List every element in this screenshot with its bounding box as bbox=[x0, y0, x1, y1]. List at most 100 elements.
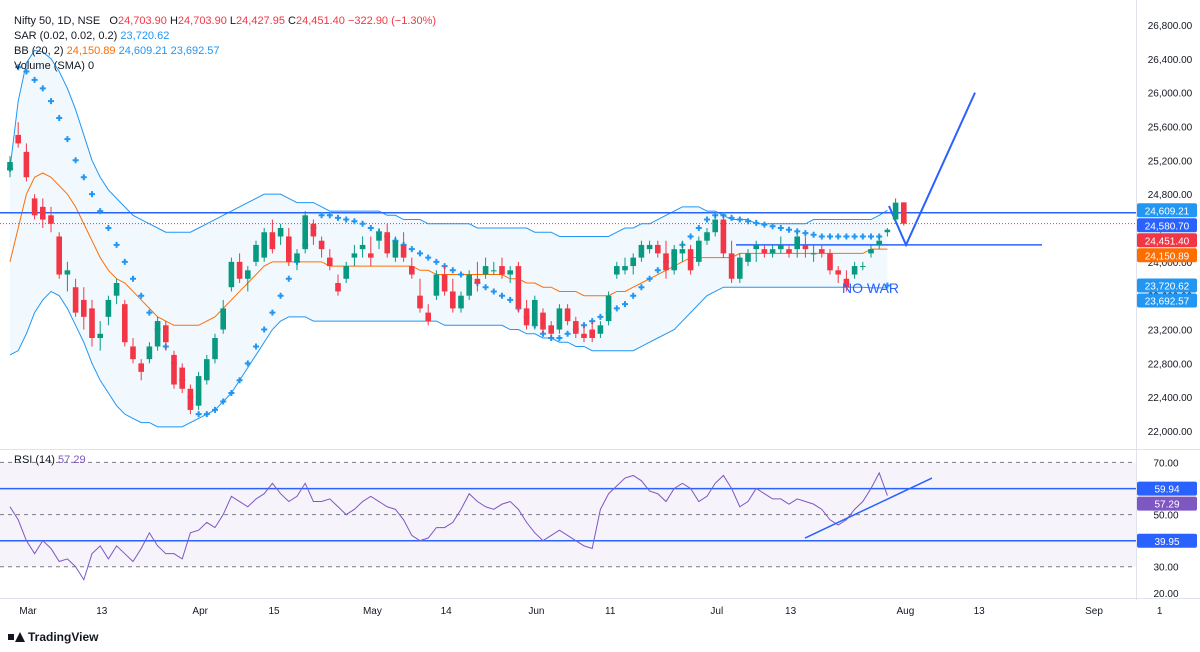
price-tag-box bbox=[1137, 203, 1197, 218]
high-label: H bbox=[169, 15, 178, 27]
time-axis[interactable]: Mar 13 Apr 15 May 14 Jun 11 Jul 13 Aug 13 Sep 1 bbox=[19, 606, 1162, 617]
sar-point bbox=[786, 226, 792, 233]
sar-point bbox=[753, 219, 760, 226]
sar-point bbox=[638, 284, 645, 291]
candle-body bbox=[499, 266, 505, 275]
symbol-label[interactable]: Nifty 50, 1D, NSE bbox=[14, 15, 101, 27]
candle-body bbox=[819, 249, 825, 254]
candle-body bbox=[491, 270, 497, 272]
rsi-axis[interactable]: 20.00 30.00 50.00 70.00 59.94 57.29 39.95 bbox=[1137, 458, 1197, 600]
open-label: O bbox=[109, 15, 118, 27]
candle bbox=[696, 236, 702, 267]
candle bbox=[97, 321, 103, 351]
sar-point bbox=[884, 282, 891, 289]
candle-body bbox=[450, 291, 456, 309]
sar-point bbox=[89, 191, 95, 198]
candle-body bbox=[876, 240, 882, 245]
drawing-tools[interactable] bbox=[0, 92, 1136, 248]
candle-body bbox=[663, 253, 669, 271]
legend-sar[interactable]: SAR (0.02, 0.02, 0.2) 23,720.62 bbox=[14, 29, 436, 44]
candle bbox=[540, 308, 546, 334]
sar-point bbox=[343, 216, 350, 223]
candle-body bbox=[589, 329, 595, 338]
candle-body bbox=[40, 206, 46, 220]
candle-body bbox=[97, 333, 103, 338]
candle-body bbox=[400, 244, 407, 258]
sar-point bbox=[326, 212, 333, 219]
candle-body bbox=[31, 198, 38, 216]
price-tag: 24,609.21 bbox=[1137, 203, 1197, 218]
candle-body bbox=[843, 278, 850, 288]
time-tick-label: 13 bbox=[96, 606, 108, 617]
candle-body bbox=[228, 261, 235, 288]
tradingview-logo[interactable]: TradingView bbox=[8, 630, 98, 644]
legend-ohlc: Nifty 50, 1D, NSE O24,703.90 H24,703.90 … bbox=[14, 14, 436, 29]
candle bbox=[245, 266, 251, 292]
candle-body bbox=[810, 253, 817, 255]
annotation-no-war[interactable]: NO WAR bbox=[842, 280, 899, 296]
candle-body bbox=[302, 215, 308, 250]
candle-body bbox=[269, 232, 276, 250]
candle bbox=[671, 244, 677, 275]
sar-point bbox=[449, 267, 456, 274]
candle bbox=[892, 198, 899, 224]
time-tick-label: Apr bbox=[192, 606, 208, 617]
sar-point bbox=[630, 292, 637, 299]
time-tick-label: 13 bbox=[785, 606, 797, 617]
sar-point bbox=[646, 275, 653, 282]
candle-body bbox=[646, 244, 653, 250]
candle-body bbox=[72, 287, 79, 313]
rsi-tag: 59.94 bbox=[1137, 481, 1197, 496]
sar-point bbox=[769, 223, 776, 230]
candle-body bbox=[884, 229, 891, 233]
bb-lower-line bbox=[9, 286, 888, 428]
candle-body bbox=[515, 266, 522, 309]
candle-body bbox=[605, 295, 612, 322]
rsi-legend[interactable]: RSI (14) 57.29 bbox=[14, 454, 86, 466]
sar-point bbox=[564, 330, 571, 337]
sar-point bbox=[802, 230, 809, 237]
price-tag-text: 24,580.70 bbox=[1145, 221, 1190, 232]
sar-point bbox=[835, 233, 842, 240]
candle-body bbox=[671, 249, 677, 271]
sar-point bbox=[146, 309, 153, 316]
candle bbox=[327, 249, 333, 271]
candle bbox=[351, 244, 358, 267]
candle bbox=[597, 321, 604, 338]
candle-body bbox=[769, 249, 776, 254]
candle-body bbox=[335, 283, 341, 292]
candle bbox=[720, 215, 727, 258]
low-value: 24,427.95 bbox=[236, 15, 285, 27]
candle bbox=[286, 228, 292, 267]
legend-volume[interactable]: Volume (SMA) 0 bbox=[14, 59, 436, 74]
price-tick-label: 26,400.00 bbox=[1148, 55, 1193, 66]
high-value: 24,703.90 bbox=[177, 15, 227, 27]
candle-body bbox=[802, 244, 809, 250]
sar-point bbox=[236, 377, 243, 384]
candle bbox=[884, 228, 891, 237]
candle bbox=[40, 198, 46, 228]
sar-point bbox=[72, 157, 79, 164]
sar-point bbox=[64, 136, 71, 143]
candle-body bbox=[835, 270, 841, 275]
candle bbox=[130, 338, 136, 364]
rsi-tag-box bbox=[1137, 481, 1197, 496]
rsi-tag-text: 59.94 bbox=[1154, 485, 1179, 496]
sar-point bbox=[56, 115, 63, 121]
sar-point bbox=[269, 309, 276, 316]
time-tick-label: Aug bbox=[897, 606, 915, 617]
price-tag: 24,451.40 bbox=[1137, 233, 1197, 248]
candle-body bbox=[745, 253, 751, 262]
price-axis[interactable]: 22,000.00 22,400.00 22,800.00 23,200.00 23,6… bbox=[1137, 21, 1197, 438]
sar-point bbox=[277, 292, 284, 299]
candle bbox=[277, 223, 284, 245]
sar-point bbox=[48, 98, 54, 105]
candle bbox=[425, 304, 431, 326]
candle bbox=[778, 236, 784, 254]
legend-bb[interactable]: BB (20, 2) 24,150.89 24,609.21 23,692.57 bbox=[14, 44, 436, 59]
candle bbox=[646, 240, 653, 254]
bollinger-band-fill bbox=[10, 50, 888, 427]
sar-point bbox=[818, 233, 825, 240]
candle bbox=[171, 350, 177, 389]
